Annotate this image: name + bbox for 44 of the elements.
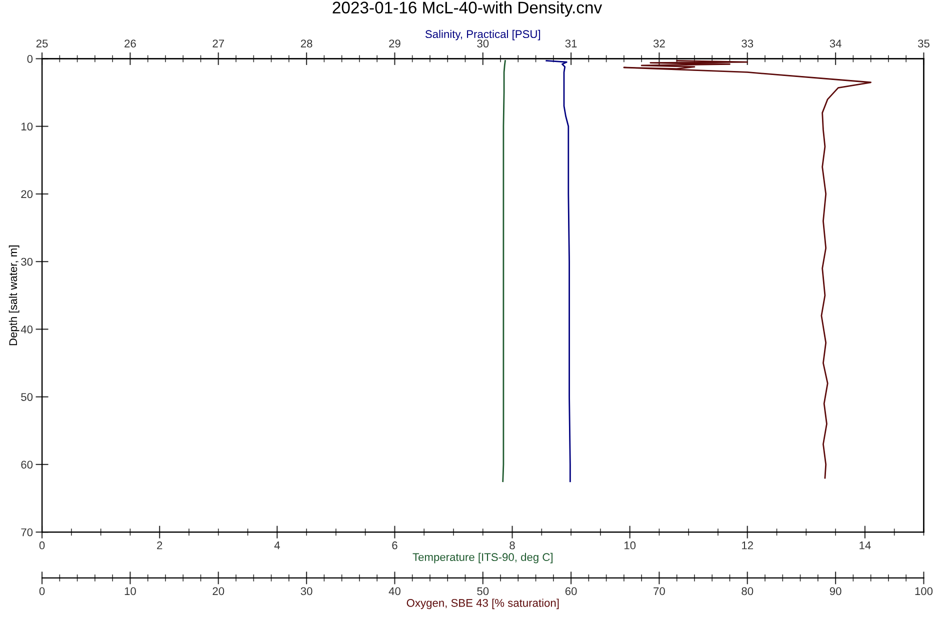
x-axis-title: Temperature [ITS-90, deg C] — [412, 552, 552, 564]
x-axis-title: Oxygen, SBE 43 [% saturation] — [406, 598, 559, 610]
line-series — [502, 60, 506, 482]
x-tick-label: 8 — [510, 541, 515, 550]
x2-tick-label: 25 — [36, 40, 48, 48]
x2-tick-label: 26 — [124, 40, 136, 48]
y-tick-label: 40 — [20, 325, 33, 334]
x-tick-label: 0 — [39, 541, 45, 550]
chart-title: 2023-01-16 McL-40-with Density.cnv — [332, 1, 602, 17]
x2-tick-label: 31 — [565, 40, 577, 48]
y-tick-label: 0 — [27, 54, 33, 63]
x-tick-label: 40 — [388, 587, 400, 596]
x-tick-label: 10 — [624, 541, 636, 550]
x-tick-label: 14 — [860, 542, 871, 550]
x2-tick-label: 35 — [918, 40, 930, 48]
x-tick-label: 10 — [124, 587, 136, 596]
x2-tick-label: 27 — [212, 40, 224, 48]
y-tick-label: 10 — [21, 122, 33, 130]
x2-axis-title: Salinity, Practical [PSU] — [425, 30, 540, 40]
x-tick-label: 80 — [742, 587, 754, 596]
x2-tick-label: 33 — [742, 40, 754, 48]
x-tick-label: 30 — [300, 587, 312, 596]
x2-tick-label: 29 — [389, 40, 400, 48]
y-tick-label: 30 — [21, 258, 33, 266]
x-tick-label: 70 — [654, 587, 665, 596]
x-tick-label: 50 — [477, 587, 489, 596]
y-tick-label: 50 — [21, 393, 33, 401]
y-tick-label: 20 — [21, 190, 33, 198]
y-tick-label: 60 — [21, 460, 33, 469]
x-tick-label: 90 — [830, 587, 842, 596]
x2-tick-label: 28 — [300, 40, 312, 48]
x-tick-label: 20 — [212, 587, 224, 596]
x-tick-label: 0 — [39, 587, 45, 596]
y-axis-title: Depth [salt water, m] — [8, 246, 20, 346]
x2-tick-label: 30 — [477, 40, 489, 48]
x-tick-label: 4 — [274, 542, 280, 550]
x-tick-label: 60 — [565, 587, 577, 596]
x2-tick-label: 32 — [653, 40, 665, 48]
x-tick-label: 12 — [742, 541, 754, 550]
x-tick-label: 2 — [157, 541, 162, 550]
x-tick-label: 100 — [915, 587, 933, 596]
y-tick-label: 70 — [21, 528, 33, 536]
x-tick-label: 6 — [392, 541, 398, 550]
x2-tick-label: 34 — [830, 40, 842, 48]
